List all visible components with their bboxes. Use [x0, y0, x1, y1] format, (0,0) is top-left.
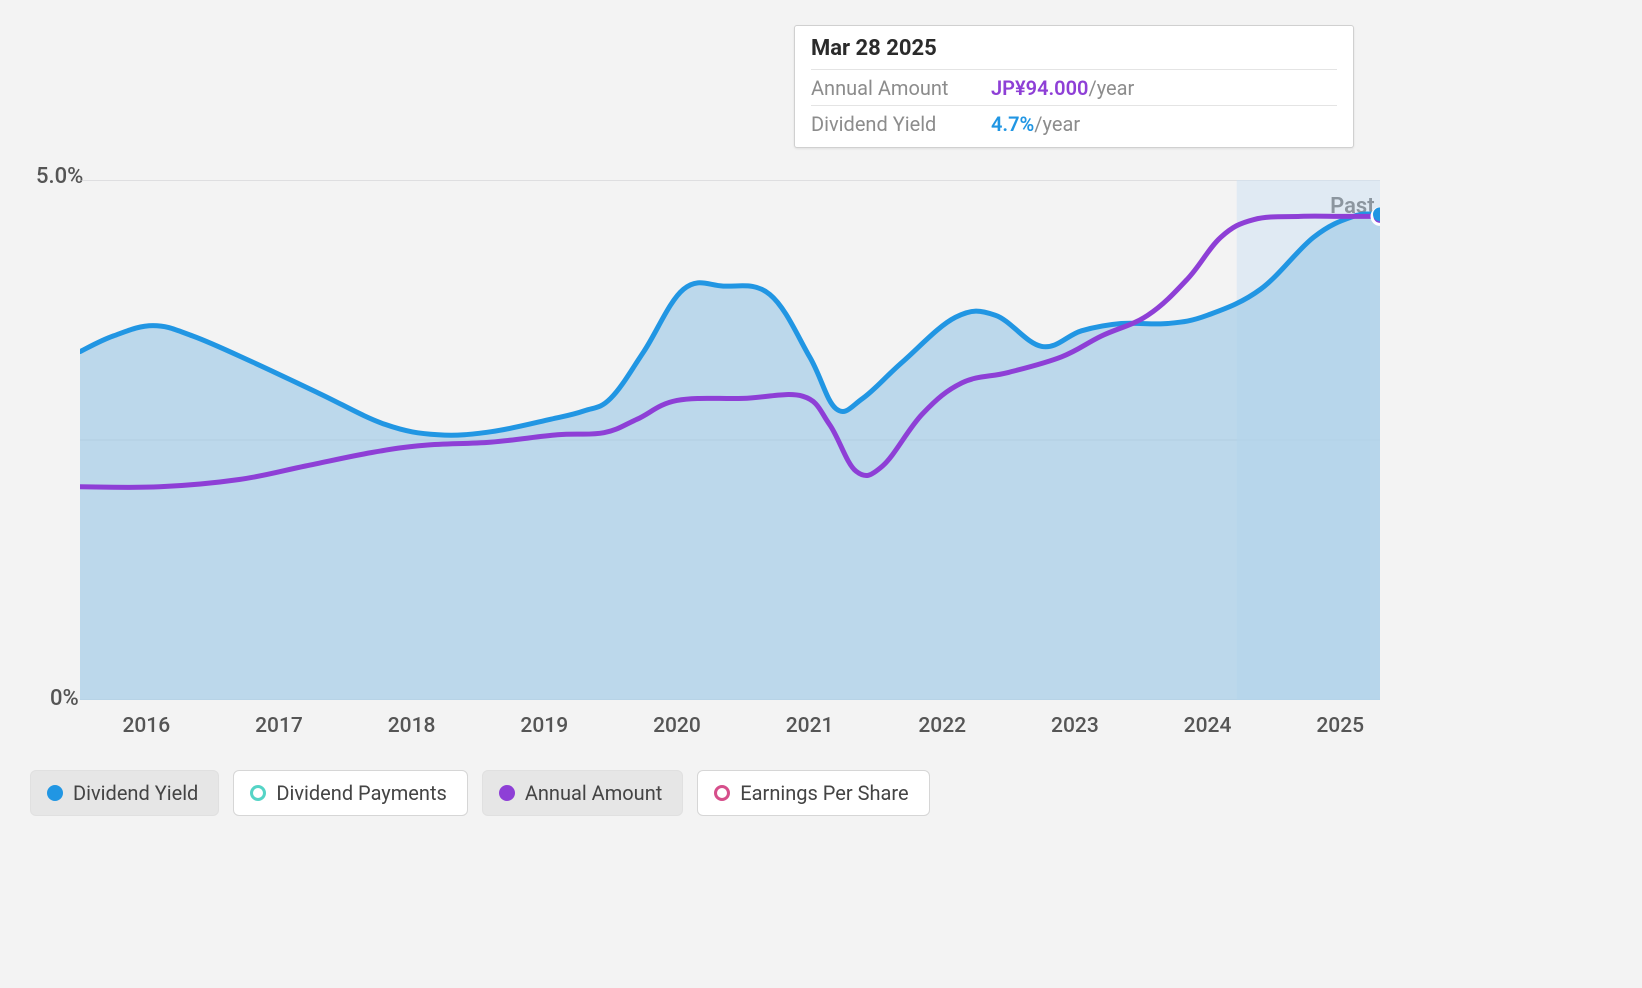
- x-axis-tick-label: 2025: [1316, 714, 1364, 738]
- chart-plot-area[interactable]: [80, 180, 1380, 700]
- chart-svg: [80, 180, 1380, 700]
- tooltip-row-label: Annual Amount: [811, 76, 991, 100]
- legend-item[interactable]: Annual Amount: [482, 770, 683, 816]
- x-axis-tick-label: 2024: [1184, 714, 1232, 738]
- x-axis-tick-label: 2021: [786, 714, 834, 738]
- tooltip-row-unit: /year: [1034, 112, 1080, 136]
- x-axis-tick-label: 2022: [918, 714, 966, 738]
- legend: Dividend Yield Dividend Payments Annual Am…: [30, 770, 930, 816]
- x-axis-tick-label: 2023: [1051, 714, 1099, 738]
- legend-item-label: Earnings Per Share: [740, 781, 908, 805]
- legend-item[interactable]: Dividend Payments: [233, 770, 467, 816]
- x-axis-tick-label: 2019: [520, 714, 568, 738]
- tooltip-row-unit: /year: [1088, 76, 1134, 100]
- tooltip-row-value: 4.7%: [991, 112, 1034, 136]
- hover-tooltip: Mar 28 2025 Annual AmountJP¥94.000/yearD…: [794, 25, 1354, 148]
- tooltip-row: Annual AmountJP¥94.000/year: [811, 69, 1337, 105]
- y-axis-label-top: 5.0%: [36, 164, 83, 189]
- legend-marker-icon: [499, 785, 515, 801]
- legend-item-label: Dividend Payments: [276, 781, 446, 805]
- legend-item-label: Dividend Yield: [73, 781, 198, 805]
- legend-marker-icon: [714, 785, 730, 801]
- x-axis-tick-label: 2020: [653, 714, 701, 738]
- x-axis-tick-label: 2017: [255, 714, 303, 738]
- legend-item-label: Annual Amount: [525, 781, 662, 805]
- chart-container: Mar 28 2025 Annual AmountJP¥94.000/yearD…: [0, 0, 1642, 988]
- legend-item[interactable]: Dividend Yield: [30, 770, 219, 816]
- x-axis-tick-label: 2016: [122, 714, 170, 738]
- tooltip-row-label: Dividend Yield: [811, 112, 991, 136]
- y-axis-label-bottom: 0%: [50, 686, 79, 711]
- legend-item[interactable]: Earnings Per Share: [697, 770, 929, 816]
- tooltip-row: Dividend Yield4.7%/year: [811, 105, 1337, 141]
- tooltip-date: Mar 28 2025: [811, 36, 1337, 69]
- legend-marker-icon: [250, 785, 266, 801]
- legend-marker-icon: [47, 785, 63, 801]
- tooltip-row-value: JP¥94.000: [991, 76, 1088, 100]
- x-axis-tick-label: 2018: [388, 714, 436, 738]
